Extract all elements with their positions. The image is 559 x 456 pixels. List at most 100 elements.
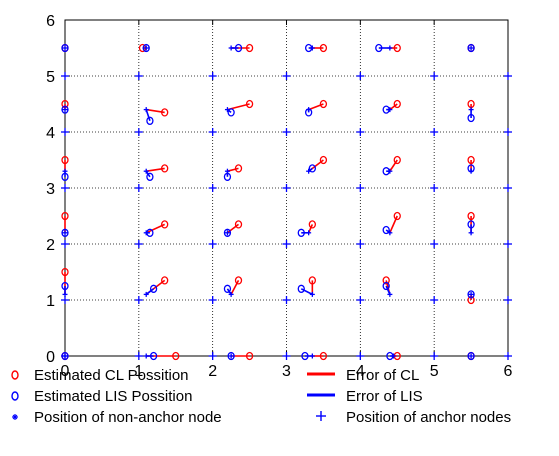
legend-item-non-anchor: Position of non-anchor node <box>12 409 222 426</box>
non-anchor-node-marker <box>228 45 234 51</box>
legend-star-icon-d2 <box>12 414 18 420</box>
anchor-node-marker <box>282 184 291 192</box>
legend-item-lis-error: Error of LIS <box>307 388 423 405</box>
non-anchor-node-marker <box>62 107 68 113</box>
non-anchor-node-marker <box>309 291 315 297</box>
lis-estimate-marker <box>149 351 158 361</box>
cl-estimate-marker <box>308 220 316 229</box>
cl-estimate-marker <box>161 164 169 173</box>
anchor-node-marker <box>430 296 439 304</box>
anchor-node-marker <box>208 240 217 248</box>
anchor-node-marker <box>134 352 143 360</box>
lis-estimate-marker <box>467 351 475 361</box>
legend-label: Position of anchor nodes <box>346 409 511 426</box>
cl-estimate-marker <box>467 155 475 165</box>
x-tick-label: 2 <box>208 363 217 380</box>
legend-item-cl-error: Error of CL <box>307 367 419 384</box>
cl-estimate-marker <box>308 276 316 285</box>
cl-estimate-marker <box>319 43 328 53</box>
cl-error-line <box>389 159 398 172</box>
non-anchor-node-marker <box>62 168 68 174</box>
lis-estimate-marker <box>375 43 383 53</box>
non-anchor-node-marker <box>62 353 68 359</box>
lis-estimate-marker <box>61 281 69 291</box>
anchor-node-marker <box>134 240 143 248</box>
anchor-node-marker <box>504 128 512 136</box>
anchor-node-marker <box>504 72 512 80</box>
anchor-node-marker <box>356 352 365 360</box>
lis-estimate-marker <box>467 113 475 123</box>
x-tick-label: 0 <box>61 363 70 380</box>
lis-estimate-marker <box>227 351 235 361</box>
lis-estimate-marker <box>467 220 475 229</box>
non-anchor-node-marker <box>228 353 234 359</box>
lis-estimate-marker <box>297 284 305 293</box>
cl-estimate-marker <box>319 155 328 165</box>
non-anchor-node-marker <box>387 230 393 236</box>
cl-estimate-marker <box>319 99 328 109</box>
non-anchor-node-marker <box>306 168 312 174</box>
cl-estimate-marker <box>234 164 243 173</box>
x-tick-label: 3 <box>282 363 291 380</box>
non-anchor-node-marker <box>143 353 149 359</box>
non-anchor-node-marker <box>387 107 393 113</box>
cl-estimate-marker <box>393 43 401 53</box>
non-anchor-node-marker <box>224 230 230 236</box>
non-anchor-node-marker <box>309 45 315 51</box>
anchor-node-marker <box>61 296 69 304</box>
legend-item-anchor: Position of anchor nodes <box>316 409 511 426</box>
legend-ring-icon <box>11 391 19 401</box>
cl-estimate-marker <box>172 351 180 361</box>
cl-estimate-marker <box>467 211 475 221</box>
lis-error-line <box>300 288 313 296</box>
lis-estimate-marker <box>297 228 305 237</box>
lis-estimate-marker <box>467 290 475 299</box>
non-anchor-node-marker <box>224 107 230 113</box>
y-tick-label: 6 <box>46 13 55 30</box>
non-anchor-node-marker <box>391 353 397 359</box>
cl-estimate-marker <box>393 99 401 109</box>
cl-error-line <box>226 223 239 234</box>
anchor-node-marker <box>208 184 217 192</box>
cl-estimate-marker <box>61 267 69 277</box>
cl-estimate-marker <box>161 108 169 117</box>
non-anchor-node-marker <box>468 353 474 359</box>
lis-estimate-marker <box>308 164 316 173</box>
anchor-node-marker <box>282 72 291 80</box>
cl-estimate-marker <box>393 211 401 221</box>
y-tick-label: 4 <box>46 125 55 142</box>
cl-error-line <box>230 280 240 295</box>
legend-label: Error of LIS <box>346 388 423 405</box>
legend-label: Estimated LIS Possition <box>34 388 192 405</box>
non-anchor-node-marker <box>468 230 474 236</box>
legend-item-lis-estimate: Estimated LIS Possition <box>11 388 192 405</box>
non-anchor-node-marker <box>143 45 149 51</box>
anchor-node-marker <box>430 128 439 136</box>
non-anchor-node-marker <box>309 353 315 359</box>
legend-label: Position of non-anchor node <box>34 409 222 426</box>
non-anchor-node-marker <box>62 230 68 236</box>
anchor-node-marker <box>282 240 291 248</box>
y-tick-label: 5 <box>46 69 55 86</box>
anchor-node-marker <box>61 72 69 80</box>
lis-error-line <box>145 288 155 296</box>
non-anchor-node-marker <box>306 230 312 236</box>
non-anchor-node-marker <box>62 291 68 297</box>
cl-error-line <box>389 215 398 234</box>
cl-estimate-marker <box>161 276 169 285</box>
anchor-node-marker <box>356 72 365 80</box>
anchor-node-marker <box>134 128 143 136</box>
lis-estimate-marker <box>142 43 150 53</box>
cl-estimate-marker <box>319 351 328 361</box>
non-anchor-node-marker <box>468 168 474 174</box>
anchor-node-marker <box>356 184 365 192</box>
cl-estimate-marker <box>382 276 390 285</box>
lis-estimate-marker <box>223 228 232 237</box>
anchor-node-marker <box>282 128 291 136</box>
lis-estimate-marker <box>223 284 232 293</box>
anchor-node-marker <box>504 240 512 248</box>
anchor-node-marker <box>208 72 217 80</box>
anchor-node-marker <box>134 296 143 304</box>
non-anchor-node-marker <box>468 45 474 51</box>
anchor-node-marker <box>356 240 365 248</box>
